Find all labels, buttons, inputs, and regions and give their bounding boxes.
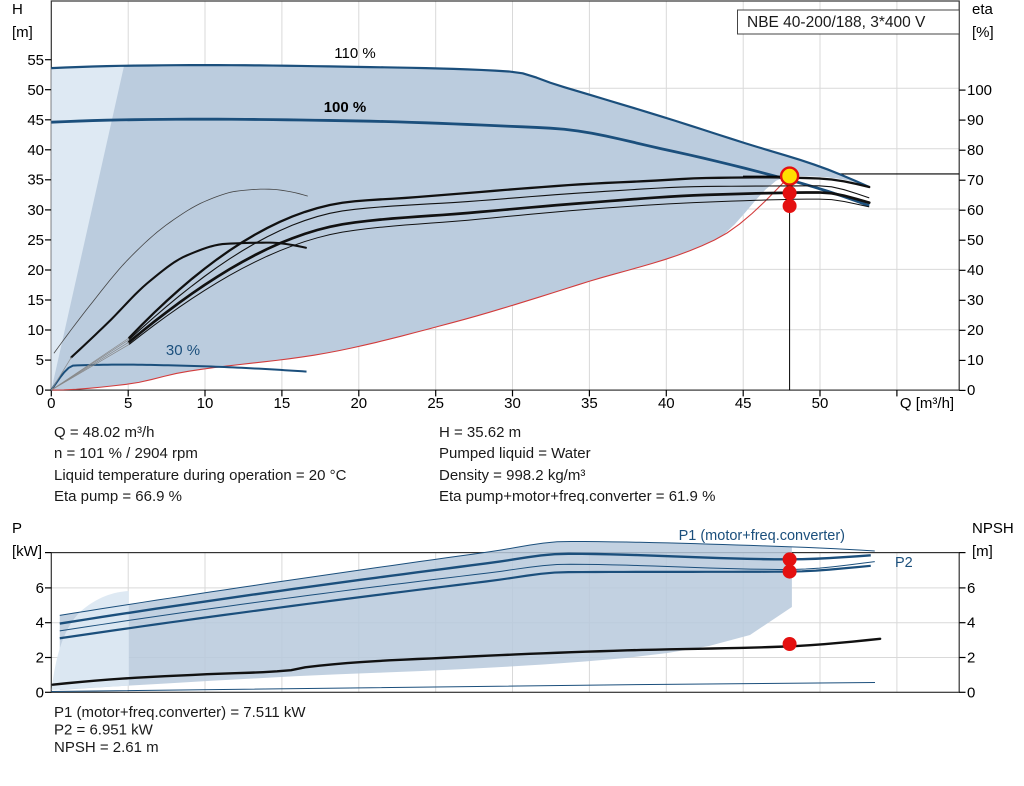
svg-text:40: 40	[967, 262, 984, 279]
svg-text:n = 101 % / 2904 rpm: n = 101 % / 2904 rpm	[54, 445, 198, 462]
svg-text:45: 45	[27, 112, 44, 129]
svg-text:80: 80	[967, 142, 984, 159]
svg-text:Q [m³/h]: Q [m³/h]	[900, 395, 954, 412]
svg-text:P1 (motor+freq.converter): P1 (motor+freq.converter)	[679, 528, 845, 544]
svg-text:35: 35	[27, 172, 44, 189]
svg-text:90: 90	[967, 112, 984, 129]
svg-text:15: 15	[27, 292, 44, 309]
svg-text:0: 0	[47, 395, 55, 412]
svg-text:25: 25	[27, 232, 44, 249]
svg-text:0: 0	[36, 382, 44, 399]
svg-text:Q = 48.02 m³/h: Q = 48.02 m³/h	[54, 424, 154, 441]
svg-text:[%]: [%]	[972, 24, 994, 41]
svg-text:Pumped liquid = Water: Pumped liquid = Water	[439, 445, 591, 462]
svg-text:35: 35	[581, 395, 598, 412]
svg-text:4: 4	[967, 615, 975, 632]
svg-text:10: 10	[967, 352, 984, 369]
svg-text:P1 (motor+freq.converter) = 7.: P1 (motor+freq.converter) = 7.511 kW	[54, 704, 306, 721]
svg-text:45: 45	[735, 395, 752, 412]
svg-text:40: 40	[27, 142, 44, 159]
svg-text:[m]: [m]	[12, 24, 33, 41]
svg-text:Eta pump+motor+freq.converter: Eta pump+motor+freq.converter = 61.9 %	[439, 488, 715, 505]
svg-text:P2 = 6.951 kW: P2 = 6.951 kW	[54, 722, 154, 739]
svg-text:H = 35.62 m: H = 35.62 m	[439, 424, 521, 441]
svg-text:60: 60	[967, 202, 984, 219]
svg-text:P2: P2	[895, 555, 913, 571]
svg-text:0: 0	[967, 382, 975, 399]
svg-text:20: 20	[967, 322, 984, 339]
svg-text:NBE 40-200/188, 3*400 V: NBE 40-200/188, 3*400 V	[747, 14, 926, 31]
svg-text:30: 30	[967, 292, 984, 309]
svg-text:20: 20	[27, 262, 44, 279]
svg-text:10: 10	[197, 395, 214, 412]
svg-text:30: 30	[27, 202, 44, 219]
svg-text:55: 55	[27, 52, 44, 69]
svg-text:110 %: 110 %	[334, 45, 375, 62]
svg-text:50: 50	[812, 395, 829, 412]
svg-text:P: P	[12, 520, 22, 537]
svg-text:[kW]: [kW]	[12, 543, 42, 560]
svg-text:5: 5	[124, 395, 132, 412]
svg-text:30 %: 30 %	[166, 342, 200, 359]
svg-text:0: 0	[36, 684, 44, 701]
svg-text:2: 2	[967, 650, 975, 667]
svg-text:25: 25	[427, 395, 444, 412]
svg-text:Density = 998.2 kg/m³: Density = 998.2 kg/m³	[439, 467, 585, 484]
svg-text:50: 50	[27, 82, 44, 99]
svg-text:70: 70	[967, 172, 984, 189]
svg-text:15: 15	[274, 395, 291, 412]
svg-text:NPSH: NPSH	[972, 520, 1014, 537]
svg-text:50: 50	[967, 232, 984, 249]
svg-text:4: 4	[36, 615, 44, 632]
svg-text:30: 30	[504, 395, 521, 412]
svg-text:eta: eta	[972, 1, 994, 18]
svg-text:6: 6	[36, 580, 44, 597]
svg-text:Eta pump = 66.9 %: Eta pump = 66.9 %	[54, 488, 182, 505]
svg-text:6: 6	[967, 580, 975, 597]
svg-text:100: 100	[967, 82, 992, 99]
svg-text:10: 10	[27, 322, 44, 339]
svg-text:5: 5	[36, 352, 44, 369]
svg-text:20: 20	[350, 395, 367, 412]
svg-text:2: 2	[36, 650, 44, 667]
svg-text:Liquid temperature during oper: Liquid temperature during operation = 20…	[54, 467, 347, 484]
svg-text:H: H	[12, 1, 23, 18]
svg-text:0: 0	[967, 684, 975, 701]
svg-text:[m]: [m]	[972, 543, 993, 560]
svg-text:NPSH = 2.61 m: NPSH = 2.61 m	[54, 739, 159, 756]
svg-text:100 %: 100 %	[324, 99, 367, 116]
svg-text:40: 40	[658, 395, 675, 412]
